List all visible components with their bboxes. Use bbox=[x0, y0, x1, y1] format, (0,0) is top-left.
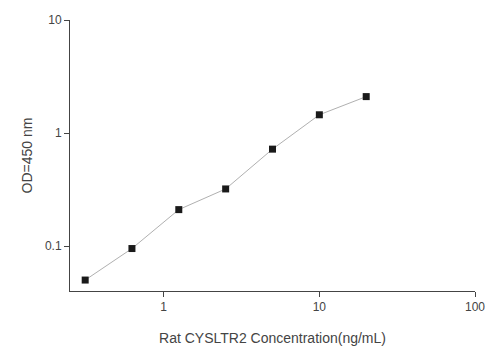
svg-text:1: 1 bbox=[55, 126, 62, 140]
svg-text:10: 10 bbox=[48, 13, 62, 27]
svg-text:10: 10 bbox=[313, 300, 327, 314]
svg-text:100: 100 bbox=[465, 300, 485, 314]
svg-text:0.1: 0.1 bbox=[45, 239, 62, 253]
svg-text:Rat CYSLTR2 Concentration(ng/m: Rat CYSLTR2 Concentration(ng/mL) bbox=[159, 330, 386, 346]
svg-text:OD=450 nm: OD=450 nm bbox=[19, 118, 35, 194]
svg-text:1: 1 bbox=[160, 300, 167, 314]
